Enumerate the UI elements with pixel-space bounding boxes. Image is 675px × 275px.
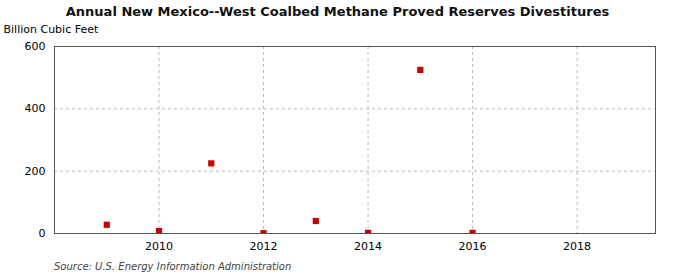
svg-text:2012: 2012 (250, 240, 278, 253)
svg-text:400: 400 (25, 102, 46, 115)
svg-text:2014: 2014 (354, 240, 382, 253)
svg-text:2018: 2018 (563, 240, 591, 253)
html-text:Source: U.S. Energy Informatio: Source: U.S. Energy Information Administ… (54, 261, 292, 272)
svg-text:2016: 2016 (459, 240, 487, 253)
svg-text:200: 200 (25, 165, 46, 178)
svg-text:600: 600 (25, 40, 46, 53)
svg-text:2010: 2010 (145, 240, 173, 253)
html-text:Annual New Mexico--West Coalbe: Annual New Mexico--West Coalbed Methane … (65, 4, 610, 19)
svg-text:Billion Cubic Feet: Billion Cubic Feet (4, 23, 99, 36)
svg-text:0: 0 (39, 227, 46, 240)
